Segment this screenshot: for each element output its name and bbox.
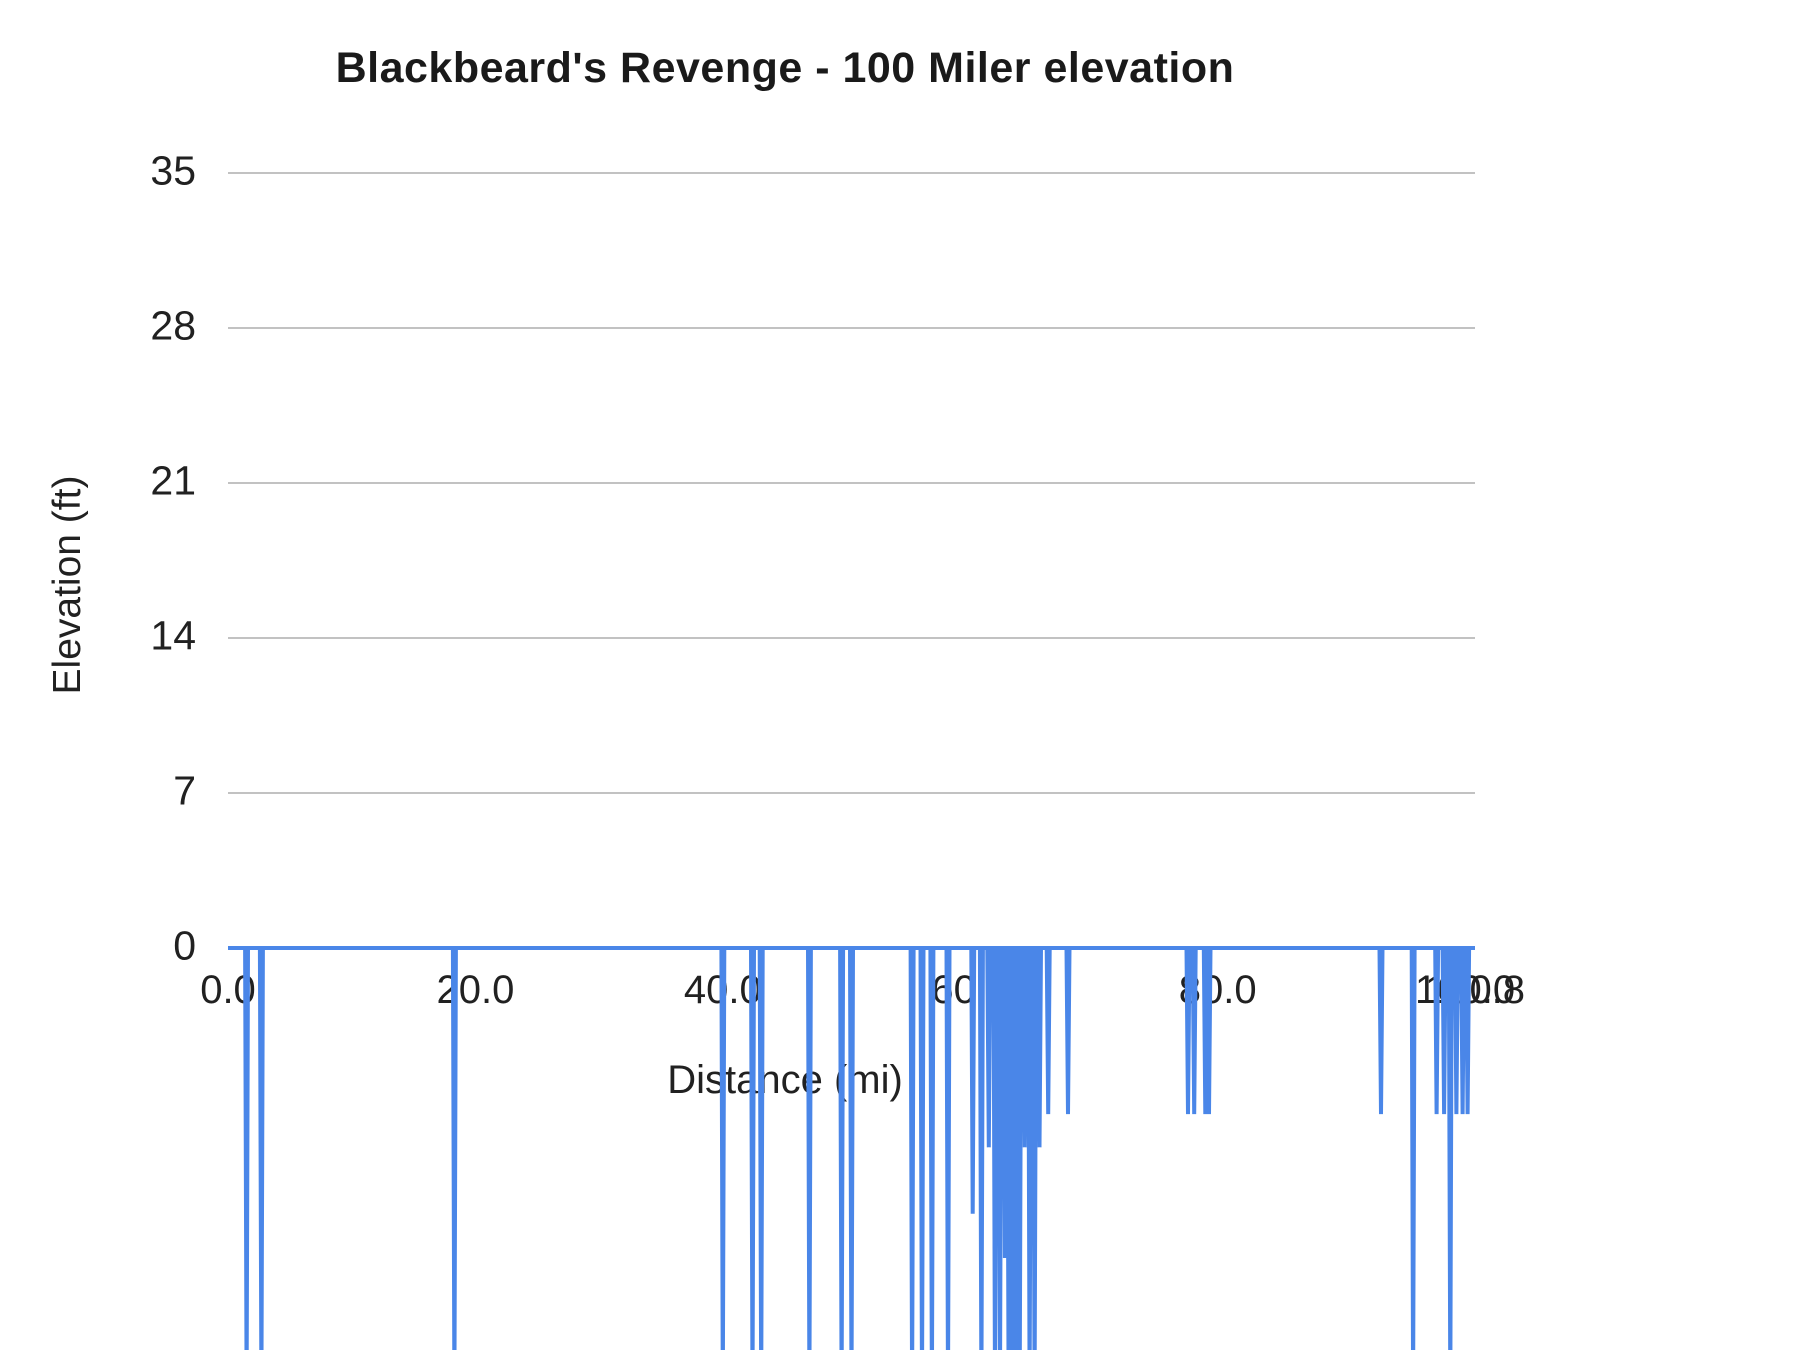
x-axis-title: Distance (mi) (667, 1058, 903, 1102)
y-tick-label: 0 (173, 922, 196, 969)
gridline (228, 637, 1475, 639)
y-axis-title: Elevation (ft) (46, 475, 89, 695)
x-tick-label: 0.0 (200, 968, 256, 1012)
elevation-line (228, 946, 1475, 1350)
y-tick-label: 28 (150, 302, 196, 349)
gridline (228, 327, 1475, 329)
x-tick-label: 60.0 (931, 968, 1010, 1012)
x-tick-label: 100.8 (1424, 968, 1526, 1012)
y-tick-label: 14 (150, 612, 196, 659)
chart-title: Blackbeard's Revenge - 100 Miler elevati… (335, 44, 1235, 92)
x-tick-label: 20.0 (436, 968, 515, 1012)
x-tick-label: 40.0 (683, 968, 762, 1012)
gridline (228, 172, 1475, 174)
x-tick-label: 80.0 (1178, 968, 1257, 1012)
y-tick-label: 7 (173, 767, 196, 814)
y-tick-label: 35 (150, 147, 196, 194)
gridline (228, 792, 1475, 794)
gridline (228, 482, 1475, 484)
gridline (228, 947, 1475, 949)
y-tick-label: 21 (150, 457, 196, 504)
